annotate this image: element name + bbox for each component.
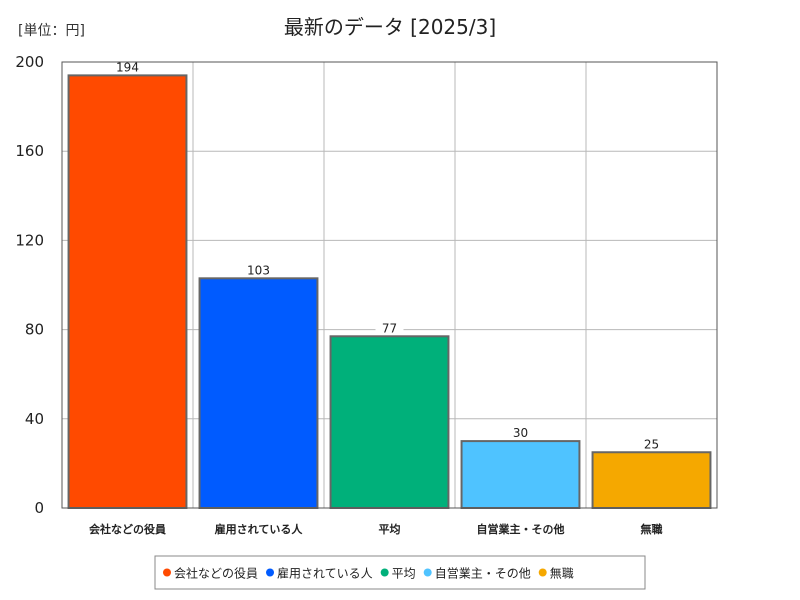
x-axis-ticks: 会社などの役員 雇用されている人 平均 自営業主・その他 無職: [89, 522, 663, 536]
legend-marker: [380, 568, 389, 577]
y-tick-label: 40: [25, 410, 44, 428]
unit-label: [単位：円]: [18, 23, 85, 39]
data-label-bg: [113, 59, 142, 74]
bar: [198, 277, 319, 509]
legend: 会社などの役員 雇用されている人 平均 自営業主・その他 無職: [154, 555, 646, 590]
y-tick-label: 200: [15, 53, 44, 71]
x-tick-label: 無職: [641, 522, 663, 536]
legend-label: 自営業主・その他: [435, 567, 531, 581]
x-tick-label: 会社などの役員: [89, 522, 166, 536]
data-labels: 194 103 77 30 25: [113, 59, 666, 451]
legend-marker: [423, 568, 432, 577]
data-label: 77: [382, 321, 397, 335]
bar: [460, 440, 581, 510]
legend-label: 雇用されている人: [277, 566, 373, 581]
y-tick-label: 0: [34, 499, 44, 517]
data-label-bg: [375, 320, 404, 335]
bars: [67, 74, 712, 510]
x-tick-label: 平均: [379, 522, 401, 536]
y-tick-label: 160: [15, 142, 44, 160]
legend-marker: [266, 568, 275, 577]
data-label: 30: [513, 426, 528, 440]
legend-label: 平均: [392, 567, 416, 581]
data-label-bg: [637, 436, 666, 451]
bar: [591, 451, 712, 509]
data-label-bg: [244, 262, 273, 277]
bar: [329, 335, 450, 510]
data-label: 103: [247, 263, 270, 277]
y-axis-ticks: 0 40 80 120 160 200: [15, 53, 44, 517]
data-label: 194: [116, 60, 139, 74]
data-label-bg: [506, 425, 535, 440]
plot-frame: [61, 61, 718, 509]
y-tick-label: 80: [25, 321, 44, 339]
chart-title: 最新のデータ [2025/3]: [284, 15, 496, 39]
x-tick-label: 雇用されている人: [215, 522, 304, 536]
legend-box: [154, 555, 646, 590]
data-label: 25: [644, 437, 659, 451]
legend-marker: [538, 568, 547, 577]
bar: [67, 74, 188, 509]
y-tick-label: 120: [15, 231, 44, 249]
legend-marker: [163, 568, 171, 577]
legend-label: 無職: [550, 566, 574, 581]
legend-label: 会社などの役員: [174, 566, 258, 581]
x-tick-label: 自営業主・その他: [477, 522, 565, 536]
